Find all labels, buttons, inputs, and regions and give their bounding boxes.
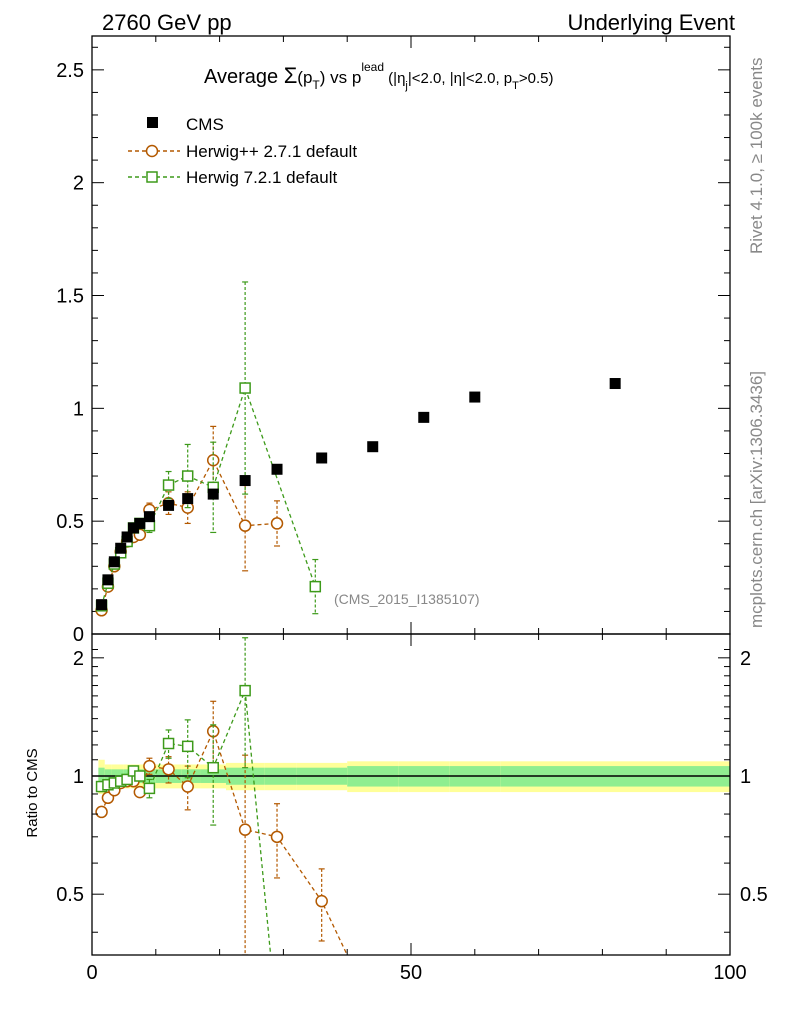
main-cms-point: [115, 542, 127, 554]
main-cms-point: [609, 378, 621, 390]
main-title: Average Σ(pT) vs plead (|ηj|<2.0, |η|<2.…: [204, 60, 554, 92]
ratio-y-tick-label-right: 2: [740, 648, 751, 670]
rivet-label: Rivet 4.1.0, ≥ 100k events: [747, 58, 766, 254]
main-cms-point: [108, 556, 120, 568]
legend-herwig7-label: Herwig 7.2.1 default: [186, 168, 337, 187]
main-y-tick-label: 1.5: [56, 286, 84, 308]
main-cms-point: [316, 452, 328, 464]
main-cms-point: [134, 517, 146, 529]
analysis-watermark: (CMS_2015_I1385107): [334, 591, 480, 607]
main-y-tick-label: 2: [73, 173, 84, 195]
main-herwig7-point: [143, 519, 156, 532]
ratio-y-tick-label-right: 0.5: [740, 884, 768, 906]
ratio-ylabel: Ratio to CMS: [24, 748, 41, 837]
legend: CMS Herwig++ 2.7.1 default Herwig 7.2.1 …: [128, 115, 357, 187]
main-cms-point: [121, 531, 133, 543]
ratio-herwig7-point: [121, 773, 133, 786]
main-cms-point: [96, 599, 108, 611]
ratio-x-tick-label: 100: [713, 962, 746, 984]
legend-herwig7-marker: [146, 171, 158, 183]
ratio-herwig7-point: [266, 976, 276, 986]
ratio-x-tick-label: 0: [86, 962, 97, 984]
main-cms-point: [207, 488, 219, 500]
main-herwigpp-point: [238, 519, 252, 532]
ratio-herwig7-point: [162, 737, 175, 750]
ratio-herwigpp-point: [238, 823, 252, 836]
ratio-y-tick-label: 2: [73, 648, 84, 670]
ratio-herwig7-point: [134, 770, 146, 782]
ratio-herwig7-point: [207, 761, 219, 774]
main-herwig7-point: [162, 479, 175, 491]
main-cms-point: [271, 463, 283, 475]
legend-cms-marker: [147, 117, 158, 128]
main-cms-point: [367, 441, 379, 453]
ratio-herwigpp-point: [315, 894, 328, 908]
legend-herwigpp-label: Herwig++ 2.7.1 default: [186, 142, 357, 161]
ratio-x-tick-label: 50: [400, 962, 422, 984]
ratio-herwig7-point: [181, 740, 194, 753]
main-y-tick-label: 0: [73, 624, 84, 646]
ratio-y-tick-label: 1: [73, 766, 84, 788]
ratio-herwig7-point: [239, 684, 251, 697]
header-right: Underlying Event: [567, 10, 735, 35]
main-herwig7-point: [181, 470, 194, 482]
main-panel: 0 0.5 1 1.5 2 2.5: [56, 35, 731, 646]
mcplots-label: mcplots.cern.ch [arXiv:1306.3436]: [747, 371, 766, 628]
main-y-tick-label: 1: [73, 398, 84, 420]
legend-cms-label: CMS: [186, 115, 224, 134]
main-cms-point: [163, 499, 175, 511]
ratio-y-tick-label-right: 1: [740, 766, 751, 788]
main-cms-point: [182, 493, 194, 505]
ratio-y-tick-label: 0.5: [56, 884, 84, 906]
header-left: 2760 GeV pp: [102, 10, 232, 35]
main-cms-point: [469, 391, 481, 403]
ratio-herwigpp-point: [162, 763, 175, 776]
ratio-herwigpp-point: [95, 805, 108, 819]
ratio-herwigpp-point: [181, 780, 194, 793]
ratio-herwig7-point: [143, 782, 156, 795]
ratio-panel: 0 50 100 0.5 0.5 1 1 2 2: [56, 633, 768, 987]
main-cms-point: [418, 411, 430, 423]
ratio-herwigpp-point: [270, 830, 284, 844]
ratio-herwigpp-point: [143, 759, 156, 773]
main-cms-point: [102, 574, 114, 586]
main-cms-point: [143, 511, 155, 523]
main-y-tick-label: 2.5: [56, 60, 84, 82]
main-herwig7-point: [309, 580, 322, 593]
legend-herwigpp-marker: [145, 144, 159, 158]
ratio-plot-area: [92, 637, 730, 987]
main-herwigpp-point: [270, 517, 284, 530]
main-cms-point: [127, 522, 139, 534]
ratio-herwigpp-point: [342, 976, 353, 987]
main-y-tick-label: 0.5: [56, 511, 84, 533]
ratio-frame: [91, 633, 731, 956]
main-cms-point: [239, 475, 251, 487]
main-herwig7-point: [239, 382, 251, 394]
